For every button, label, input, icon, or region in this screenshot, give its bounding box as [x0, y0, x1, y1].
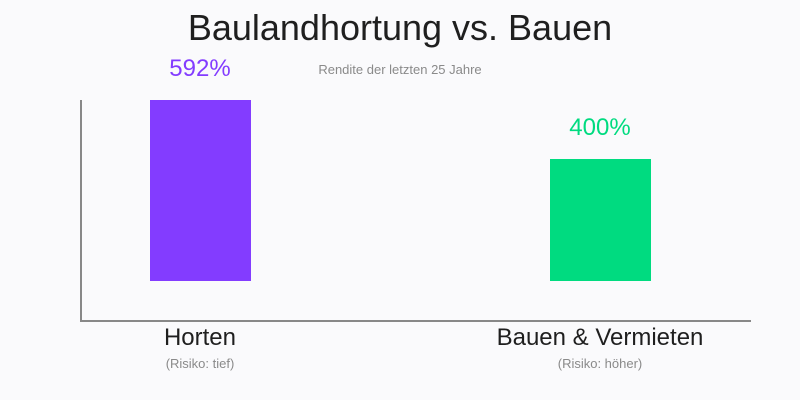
chart-subtitle: Rendite der letzten 25 Jahre: [318, 62, 482, 77]
risk-label-horten: (Risiko: tief): [165, 356, 235, 371]
category-label-bauen: Bauen & Vermieten: [496, 324, 704, 351]
y-axis-line: [80, 100, 82, 322]
chart-title: Baulandhortung vs. Bauen: [187, 7, 613, 48]
bar-horten: [150, 100, 251, 281]
bar-value-label-bauen: 400%: [569, 114, 631, 141]
category-label-horten: Horten: [163, 324, 237, 351]
bar-value-label-horten: 592%: [169, 55, 231, 82]
bar-bauen-vermieten: [550, 159, 651, 281]
x-axis-line: [80, 320, 751, 322]
risk-label-bauen: (Risiko: höher): [557, 356, 643, 371]
